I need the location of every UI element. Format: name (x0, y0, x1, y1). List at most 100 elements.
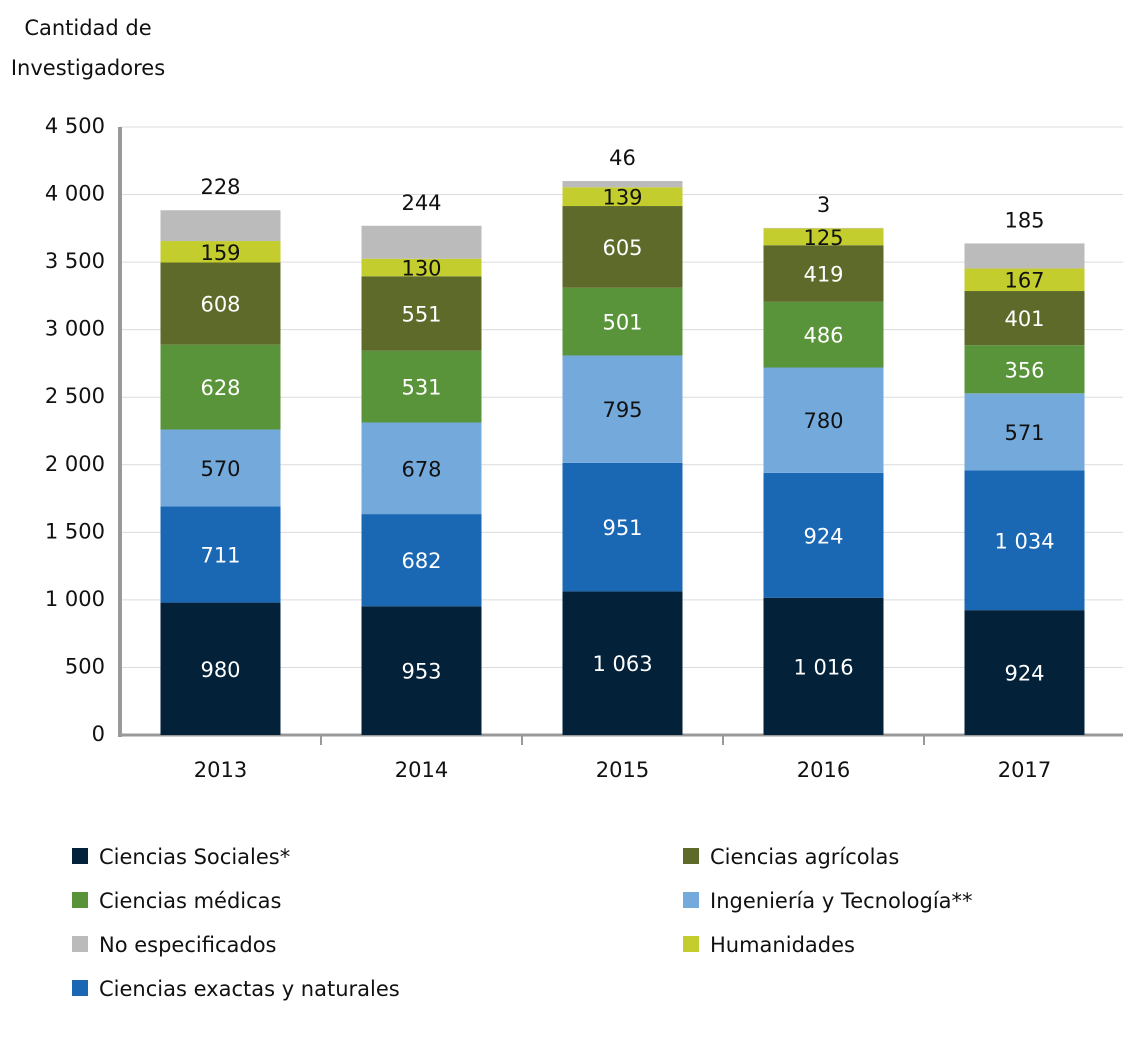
value-label: 401 (1004, 307, 1044, 331)
bar-segment (160, 602, 281, 735)
bar-segment (160, 506, 281, 603)
bar-segment (361, 514, 482, 607)
legend-swatch (683, 848, 699, 864)
value-label: 1 034 (994, 529, 1054, 553)
legend-label: No especificados (99, 933, 277, 957)
value-label: 571 (1004, 421, 1044, 445)
value-label: 551 (401, 303, 441, 327)
bar-segment (763, 228, 884, 246)
legend-swatch (72, 980, 88, 996)
bar-segment (763, 301, 884, 368)
bar-segment (763, 597, 884, 735)
value-label: 608 (200, 293, 240, 317)
bar-segment (562, 462, 683, 592)
value-label: 46 (609, 146, 636, 170)
value-label: 125 (803, 226, 843, 250)
bar-segment (361, 606, 482, 735)
bar-segment (160, 210, 281, 242)
value-label: 951 (602, 516, 642, 540)
legend-swatch (72, 892, 88, 908)
value-label: 3 (817, 193, 830, 217)
value-label: 1 016 (793, 655, 853, 679)
legend-swatch (72, 848, 88, 864)
legend-swatch (72, 936, 88, 952)
legend-swatch (683, 936, 699, 952)
y-tick-label: 4 000 (45, 182, 105, 206)
legend-label: Ciencias médicas (99, 889, 282, 913)
bar-segment (160, 344, 281, 430)
bar-segment (964, 470, 1085, 611)
y-tick-label: 3 500 (45, 249, 105, 273)
bar-segment (763, 245, 884, 302)
bar-segment (964, 243, 1085, 269)
bar-segment (562, 591, 683, 735)
bar-segment (562, 181, 683, 188)
legend-label: Ciencias exactas y naturales (99, 977, 400, 1001)
y-tick-label: 2 000 (45, 452, 105, 476)
bar-segment (160, 429, 281, 507)
x-tick-label: 2015 (596, 758, 649, 782)
value-label: 795 (602, 398, 642, 422)
value-label: 531 (401, 376, 441, 400)
bar-segment (361, 258, 482, 277)
value-label: 159 (200, 241, 240, 265)
value-label: 980 (200, 658, 240, 682)
bar-segment (361, 350, 482, 423)
value-label: 244 (401, 191, 441, 215)
bar-segment (361, 276, 482, 351)
legend-label: Ciencias Sociales* (99, 845, 290, 869)
value-label: 678 (401, 457, 441, 481)
x-tick-label: 2013 (194, 758, 247, 782)
value-label: 953 (401, 660, 441, 684)
y-tick-label: 4 500 (45, 114, 105, 138)
value-label: 228 (200, 175, 240, 199)
x-tick-label: 2016 (797, 758, 850, 782)
bar-segment (160, 241, 281, 263)
bar-segment (361, 422, 482, 515)
value-label: 501 (602, 311, 642, 335)
bar-segment (562, 355, 683, 463)
bar-segment (964, 393, 1085, 471)
bar-segment (160, 262, 281, 345)
value-label: 628 (200, 376, 240, 400)
y-tick-label: 3 000 (45, 317, 105, 341)
value-label: 356 (1004, 358, 1044, 382)
value-label: 139 (602, 186, 642, 210)
legend-swatch (683, 892, 699, 908)
y-tick-label: 500 (65, 654, 105, 678)
value-label: 605 (602, 236, 642, 260)
legend-label: Ingeniería y Tecnología** (710, 889, 973, 913)
value-label: 924 (1004, 662, 1044, 686)
bar-segment (964, 268, 1085, 292)
value-label: 711 (200, 544, 240, 568)
x-tick-label: 2014 (395, 758, 448, 782)
value-label: 1 063 (592, 652, 652, 676)
y-tick-label: 0 (92, 722, 105, 746)
bar-segment (361, 225, 482, 259)
legend-label: Ciencias agrícolas (710, 845, 899, 869)
y-tick-label: 2 500 (45, 384, 105, 408)
bar-segment (562, 287, 683, 356)
bar-segment (562, 187, 683, 207)
value-label: 570 (200, 457, 240, 481)
value-label: 780 (803, 409, 843, 433)
value-label: 419 (803, 263, 843, 287)
bar-segment (562, 206, 683, 288)
value-label: 130 (401, 257, 441, 281)
bar-segment (964, 610, 1085, 735)
value-label: 167 (1004, 269, 1044, 293)
bar-segment (763, 472, 884, 598)
bar-segment (964, 291, 1085, 346)
value-label: 486 (803, 324, 843, 348)
value-label: 682 (401, 549, 441, 573)
bar-segment (964, 345, 1085, 394)
value-label: 185 (1004, 208, 1044, 232)
value-label: 924 (803, 524, 843, 548)
y-tick-label: 1 500 (45, 519, 105, 543)
y-tick-label: 1 000 (45, 587, 105, 611)
bar-segment (763, 367, 884, 473)
x-tick-label: 2017 (998, 758, 1051, 782)
legend-label: Humanidades (710, 933, 855, 957)
